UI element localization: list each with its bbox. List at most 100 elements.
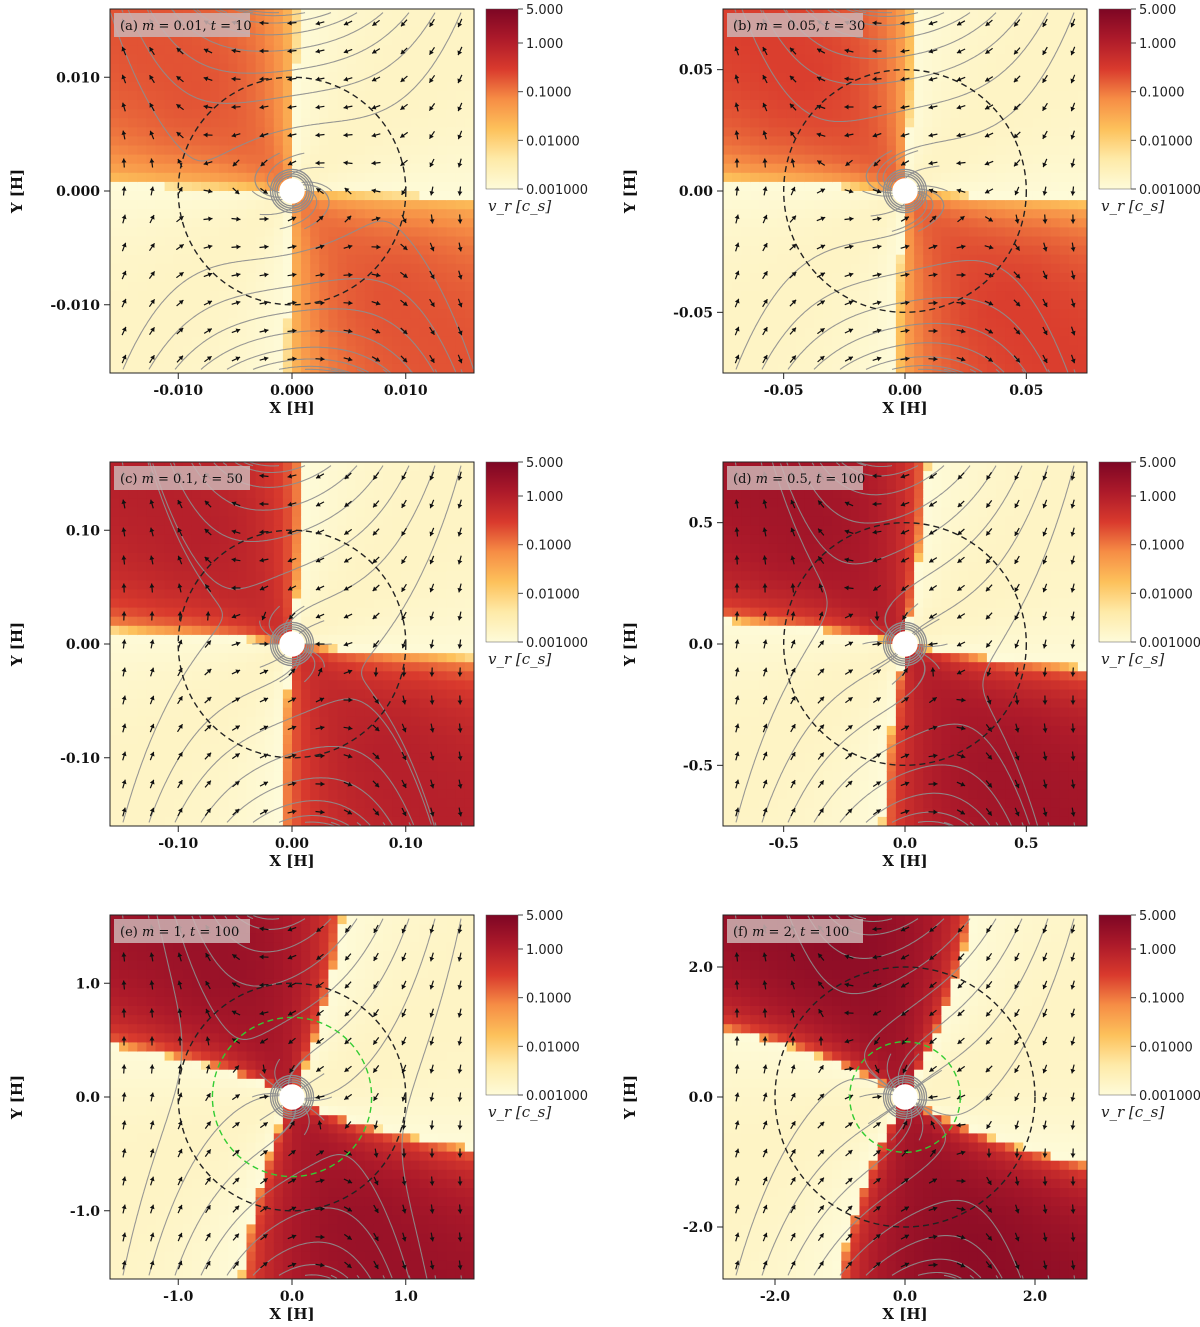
arrow-head <box>905 300 910 306</box>
heatmap-cell <box>319 507 329 518</box>
heatmap-cell <box>319 744 329 754</box>
heatmap-cell <box>401 236 411 247</box>
heatmap-cell <box>768 200 779 210</box>
heatmap-cell <box>1005 136 1015 147</box>
heatmap-cell <box>455 254 466 265</box>
heatmap-cell <box>401 345 411 356</box>
heatmap-cell <box>146 145 157 156</box>
heatmap-cell <box>355 9 366 19</box>
heatmap-cell <box>1077 318 1087 329</box>
heatmap-cell <box>273 245 284 256</box>
heatmap-cell <box>437 109 448 119</box>
heatmap-cell <box>346 327 357 338</box>
heatmap-cell <box>201 534 211 545</box>
heatmap-cell <box>750 291 760 301</box>
arrow-head <box>791 271 797 277</box>
heatmap-cell <box>155 580 166 590</box>
heatmap-cell <box>201 245 211 256</box>
heatmap-cell <box>410 90 420 101</box>
heatmap-cell <box>950 181 961 192</box>
heatmap-cell <box>155 309 166 319</box>
heatmap-cell <box>301 363 311 373</box>
heatmap-cell <box>1041 18 1052 28</box>
heatmap-cell <box>110 118 120 128</box>
heatmap-cell <box>959 45 970 56</box>
heatmap-cell <box>137 81 147 92</box>
heatmap-cell <box>768 118 779 128</box>
arrow-head <box>985 21 991 26</box>
arrow-head <box>876 328 882 334</box>
heatmap-cell <box>210 716 220 727</box>
heatmap-cell <box>723 154 733 165</box>
heatmap-cell <box>264 553 275 563</box>
heatmap-cell <box>777 282 788 292</box>
heatmap-cell <box>401 172 411 183</box>
heatmap-cell <box>410 245 420 256</box>
heatmap-cell <box>210 345 220 356</box>
heatmap-cell <box>428 218 439 228</box>
heatmap-cell <box>228 598 238 609</box>
heatmap-cell <box>1059 336 1070 347</box>
arrow-head <box>344 187 350 193</box>
heatmap-cell <box>137 798 147 809</box>
heatmap-cell <box>804 136 815 147</box>
heatmap-cell <box>750 300 760 310</box>
heatmap-cell <box>868 318 879 329</box>
heatmap-cell <box>923 363 933 373</box>
heatmap-cell <box>319 625 329 636</box>
heatmap-cell <box>1014 254 1024 265</box>
heatmap-cell <box>723 291 733 301</box>
heatmap-cell <box>119 172 129 183</box>
heatmap-cell <box>164 200 175 210</box>
heatmap-cell <box>337 163 348 174</box>
heatmap-cell <box>264 36 275 46</box>
heatmap-cell <box>255 507 266 518</box>
heatmap-cell <box>1041 63 1052 74</box>
heatmap-cell <box>182 662 193 672</box>
heatmap-cell <box>1005 272 1015 283</box>
heatmap-cell <box>759 172 770 183</box>
heatmap-cell <box>210 580 220 590</box>
heatmap-cell <box>373 145 384 156</box>
arrow-head <box>734 102 740 108</box>
heatmap-cell <box>364 200 375 210</box>
heatmap-cell <box>246 163 257 174</box>
heatmap-cell <box>246 807 257 818</box>
heatmap-cell <box>301 662 311 672</box>
heatmap-cell <box>996 127 1006 137</box>
heatmap-cell <box>228 236 238 247</box>
heatmap-cell <box>437 136 448 147</box>
heatmap-cell <box>832 318 842 329</box>
heatmap-cell <box>1041 118 1052 128</box>
heatmap-cell <box>337 191 348 201</box>
heatmap-cell <box>255 336 266 347</box>
heatmap-cell <box>795 218 806 228</box>
heatmap-cell <box>1005 318 1015 329</box>
heatmap-cell <box>164 543 175 554</box>
streamline <box>995 368 1001 373</box>
heatmap-cell <box>146 254 157 265</box>
heatmap-cell <box>941 90 952 101</box>
heatmap-cell <box>950 236 961 247</box>
heatmap-cell <box>1059 90 1070 101</box>
heatmap-cell <box>723 318 733 329</box>
heatmap-cell <box>355 181 366 192</box>
heatmap-cell <box>914 209 924 219</box>
heatmap-cell <box>110 580 120 590</box>
heatmap-cell <box>401 309 411 319</box>
heatmap-cell <box>173 336 184 347</box>
heatmap-cell <box>768 45 779 56</box>
arrow-head <box>790 131 795 137</box>
heatmap-cell <box>923 200 933 210</box>
heatmap-cell <box>804 345 815 356</box>
heatmap-cell <box>868 227 879 238</box>
heatmap-cell <box>292 480 302 490</box>
streamline <box>783 9 997 60</box>
heatmap-cell <box>1023 263 1033 274</box>
heatmap-cell <box>355 227 366 238</box>
heatmap-cell <box>128 181 138 192</box>
heatmap-cell <box>446 36 457 46</box>
heatmap-cell <box>164 236 175 247</box>
heatmap-cell <box>419 209 430 219</box>
heatmap-cell <box>841 363 851 373</box>
